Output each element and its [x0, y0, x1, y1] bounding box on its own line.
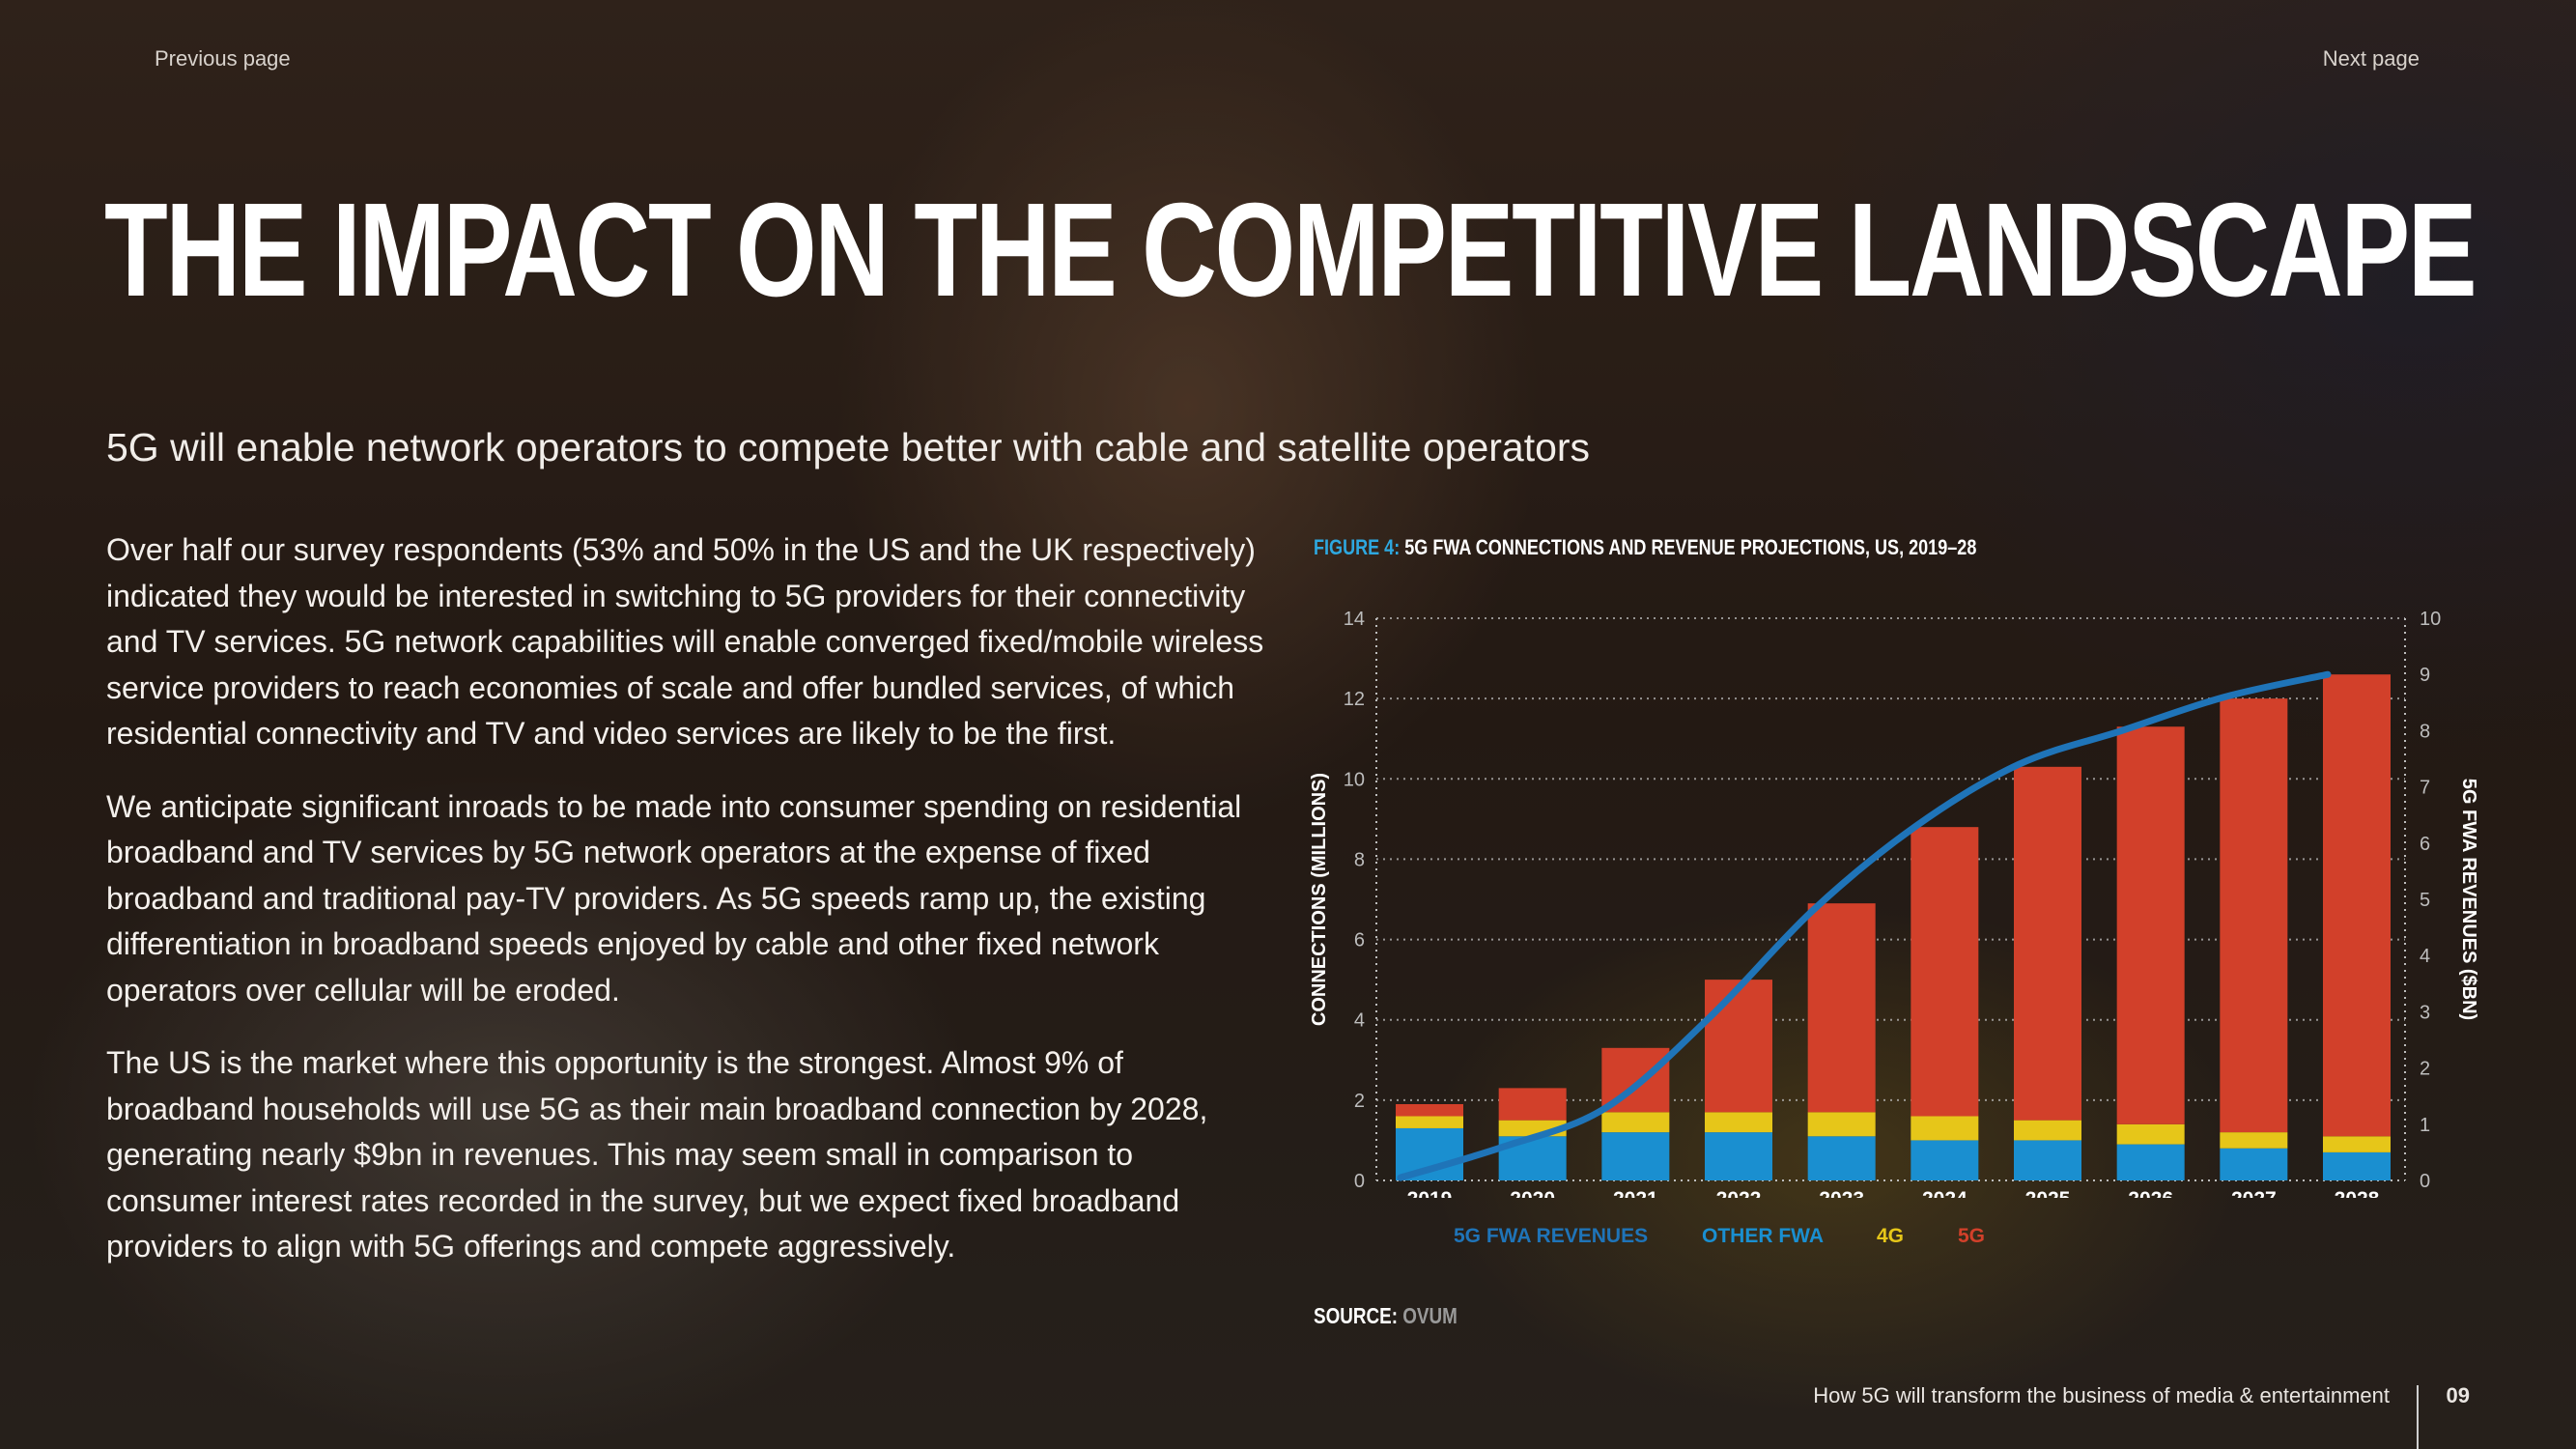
x-tick-label: 2020 — [1510, 1188, 1555, 1198]
y-tick-label: 2 — [1354, 1091, 1365, 1112]
legend-5g: 5G — [1958, 1225, 1986, 1247]
paragraph: The US is the market where this opportun… — [106, 1045, 1208, 1264]
source-value: OVUM — [1402, 1303, 1458, 1328]
bar-segment-4g — [1807, 1112, 1876, 1137]
bar-segment-4g — [2323, 1136, 2391, 1152]
x-tick-label: 2023 — [1819, 1188, 1864, 1198]
bar-segment-5g — [1498, 1088, 1567, 1121]
bar-segment-4g — [1705, 1112, 1772, 1133]
connections-revenue-chart: 0246810121401234567891020192020202120222… — [1309, 609, 2479, 1198]
x-tick-label: 2028 — [2335, 1188, 2380, 1198]
y-tick-label: 8 — [1354, 849, 1365, 870]
bar-segment-4g — [2116, 1123, 2185, 1145]
bar-segment-5g — [2116, 726, 2185, 1124]
y2-tick-label: 1 — [2420, 1115, 2430, 1136]
bar-segment-4g — [2014, 1120, 2081, 1141]
source-note: SOURCE: OVUM — [1314, 1303, 1458, 1329]
y-axis-title: CONNECTIONS (MILLIONS) — [1309, 773, 1330, 1026]
revenue-line — [1397, 670, 2332, 1181]
x-tick-label: 2026 — [2128, 1188, 2173, 1198]
bar-segment-other-fwa — [1601, 1132, 1670, 1180]
bar-segment-other-fwa — [1911, 1140, 1979, 1180]
bar-segment-4g — [1396, 1116, 1463, 1128]
previous-page-link[interactable]: Previous page — [155, 46, 291, 71]
y-tick-label: 4 — [1354, 1010, 1365, 1032]
bar-segment-5g — [1911, 827, 1979, 1117]
bar-segment-4g — [1911, 1116, 1979, 1141]
bar-segment-4g — [1601, 1112, 1670, 1133]
y2-tick-label: 7 — [2420, 778, 2430, 799]
y2-tick-label: 3 — [2420, 1002, 2430, 1023]
bar-segment-other-fwa — [2014, 1140, 2081, 1180]
y-tick-label: 6 — [1354, 930, 1365, 952]
legend-other-fwa: OTHER FWA — [1702, 1225, 1824, 1247]
figure-title: FIGURE 4: 5G FWA CONNECTIONS AND REVENUE… — [1314, 535, 1976, 560]
bar-segment-other-fwa — [2220, 1148, 2288, 1180]
legend-revenues: 5G FWA REVENUES — [1454, 1225, 1649, 1247]
y2-tick-label: 2 — [2420, 1059, 2430, 1080]
x-tick-label: 2019 — [1407, 1188, 1453, 1198]
y2-tick-label: 10 — [2420, 609, 2441, 630]
body-text: Over half our survey respondents (53% an… — [106, 527, 1275, 1297]
y2-tick-label: 5 — [2420, 890, 2430, 911]
source-label: SOURCE: — [1314, 1303, 1398, 1328]
x-tick-label: 2025 — [2025, 1188, 2071, 1198]
bar-segment-other-fwa — [2116, 1144, 2185, 1180]
page-title: THE IMPACT ON THE COMPETITIVE LANDSCAPE — [104, 176, 2477, 325]
paragraph: We anticipate significant inroads to be … — [106, 788, 1242, 1008]
y-tick-label: 0 — [1354, 1171, 1365, 1192]
bar-segment-5g — [1705, 980, 1772, 1113]
bar-segment-other-fwa — [1705, 1132, 1772, 1180]
figure-label: FIGURE 4: — [1314, 535, 1401, 559]
legend-4g: 4G — [1877, 1225, 1905, 1247]
figure-caption: 5G FWA CONNECTIONS AND REVENUE PROJECTIO… — [1404, 535, 1977, 559]
next-page-link[interactable]: Next page — [2322, 46, 2420, 71]
page-number: 09 — [2446, 1383, 2470, 1407]
bar-segment-5g — [1807, 903, 1876, 1113]
bar-segment-5g — [2014, 766, 2081, 1121]
paragraph: Over half our survey respondents (53% an… — [106, 532, 1264, 751]
y-tick-label: 10 — [1344, 769, 1365, 790]
bar-segment-other-fwa — [1807, 1136, 1876, 1180]
y2-tick-label: 8 — [2420, 721, 2430, 742]
x-tick-label: 2022 — [1716, 1188, 1762, 1198]
bar-segment-5g — [1396, 1104, 1463, 1117]
y2-axis-title: 5G FWA REVENUES ($BN) — [2458, 779, 2479, 1020]
y2-tick-label: 6 — [2420, 834, 2430, 855]
y-tick-label: 14 — [1344, 609, 1365, 630]
bar-segment-5g — [2220, 698, 2288, 1133]
footer-divider — [2417, 1385, 2419, 1449]
x-tick-label: 2021 — [1613, 1188, 1658, 1198]
x-tick-label: 2024 — [1922, 1188, 1967, 1198]
bar-segment-4g — [2220, 1132, 2288, 1149]
y2-tick-label: 9 — [2420, 665, 2430, 686]
y-tick-label: 12 — [1344, 689, 1365, 710]
x-tick-label: 2027 — [2231, 1188, 2277, 1198]
y2-tick-label: 4 — [2420, 946, 2430, 967]
bar-segment-5g — [2323, 674, 2391, 1137]
footer-text: How 5G will transform the business of me… — [1813, 1383, 2390, 1407]
y2-tick-label: 0 — [2420, 1171, 2430, 1192]
bar-segment-other-fwa — [2323, 1151, 2391, 1180]
page-subtitle: 5G will enable network operators to comp… — [106, 425, 1591, 469]
